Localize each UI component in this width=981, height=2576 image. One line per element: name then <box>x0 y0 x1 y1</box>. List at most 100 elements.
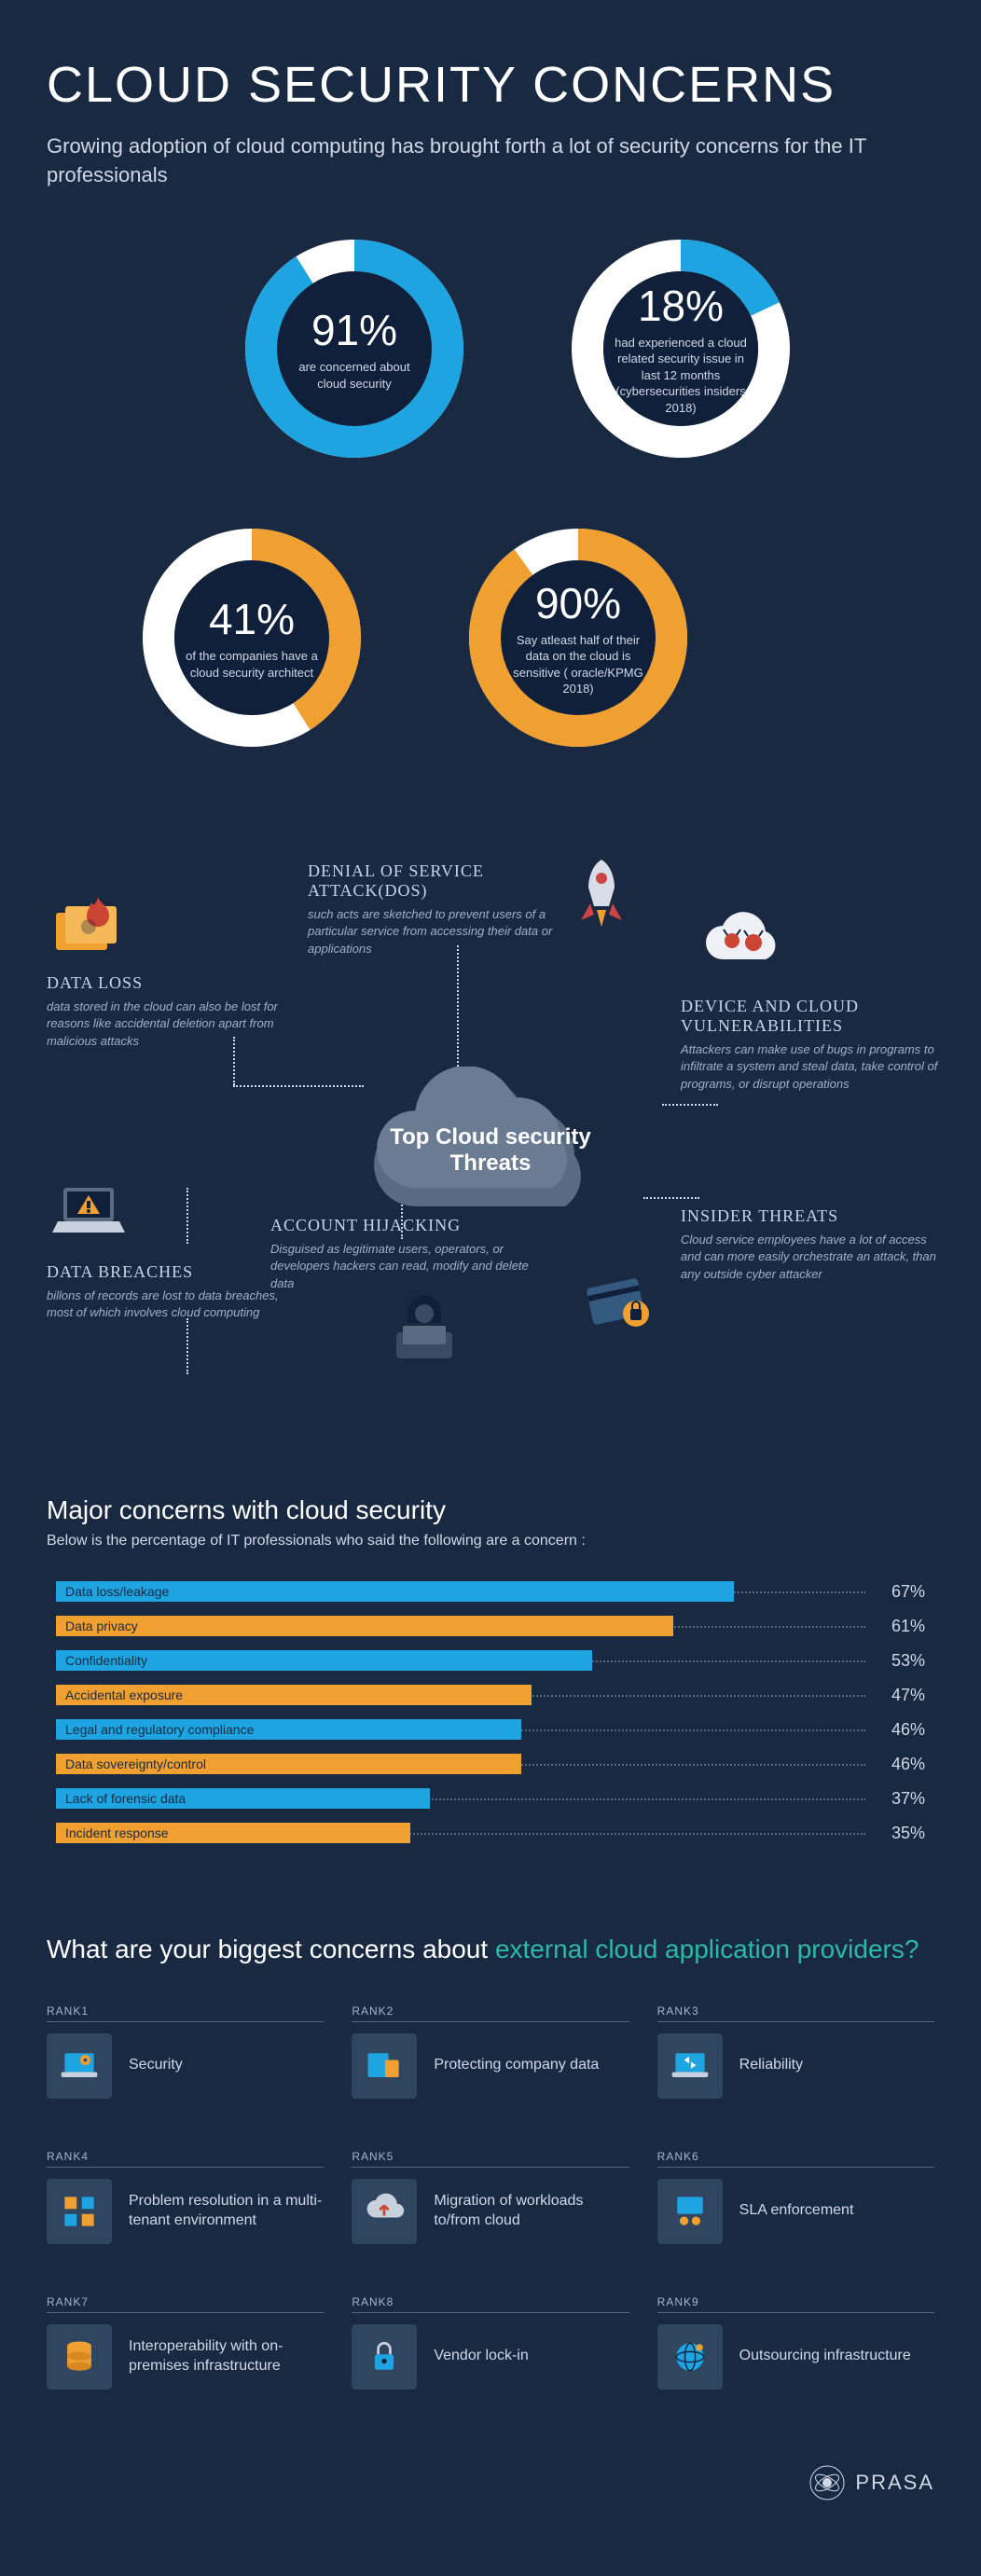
bar-fill: Incident response <box>56 1823 410 1843</box>
page-title: CLOUD SECURITY CONCERNS <box>47 56 934 114</box>
bar-fill: Accidental exposure <box>56 1685 532 1705</box>
threat-title: DENIAL OF SERVICE ATTACK(DoS) <box>308 861 569 901</box>
donut-0: 91% are concerned about cloud security <box>233 227 476 470</box>
ext-rank: RANK5 <box>352 2150 629 2168</box>
donut-1: 18% had experienced a cloud related secu… <box>560 227 802 470</box>
bar-track: Accidental exposure <box>56 1685 865 1705</box>
bar-value: 46% <box>865 1755 925 1774</box>
bar-value: 61% <box>865 1617 925 1636</box>
ext-cell-4: RANK5 Migration of workloads to/from clo… <box>352 2150 629 2244</box>
page-root: CLOUD SECURITY CONCERNS Growing adoption… <box>0 0 981 2576</box>
bar-track: Data privacy <box>56 1616 865 1636</box>
modules-icon <box>47 2179 112 2244</box>
logo-icon <box>808 2464 846 2501</box>
bar-track: Incident response <box>56 1823 865 1843</box>
team-board-icon <box>657 2179 723 2244</box>
folder-fire-icon <box>47 880 131 964</box>
bar-track: Lack of forensic data <box>56 1788 865 1809</box>
threat-body: Cloud service employees have a lot of ac… <box>681 1232 942 1285</box>
ext-cell-7: RANK8 Vendor lock-in <box>352 2295 629 2390</box>
bar-track: Data loss/leakage <box>56 1581 865 1602</box>
ext-cell-1: RANK2 Protecting company data <box>352 2004 629 2099</box>
bar-fill: Confidentiality <box>56 1650 592 1671</box>
bar-track: Legal and regulatory compliance <box>56 1719 865 1740</box>
donut-3: 90% Say atleast half of their data on th… <box>457 517 699 759</box>
connector-line <box>187 1318 188 1374</box>
donut-value: 41% <box>209 594 295 644</box>
threat-1: DATA LOSS data stored in the cloud can a… <box>47 973 308 1052</box>
bar-row: Data loss/leakage 67% <box>56 1577 925 1606</box>
cloud-center-label: Top Cloud security Threats <box>379 1124 602 1177</box>
threat-body: such acts are sketched to prevent users … <box>308 906 569 959</box>
bar-value: 35% <box>865 1824 925 1843</box>
threats-section: Top Cloud security Threats DENIAL OF SER… <box>47 861 934 1440</box>
card-lock-icon <box>578 1262 662 1346</box>
ext-rank: RANK9 <box>657 2295 934 2313</box>
donut-label: Say atleast half of their data on the cl… <box>508 632 648 697</box>
ext-label: Interoperability with on-premises infras… <box>129 2337 324 2376</box>
connector-line <box>457 945 459 1067</box>
laptop-arrows-icon <box>657 2033 723 2099</box>
lock-icon <box>352 2324 417 2390</box>
bar-value: 37% <box>865 1789 925 1809</box>
devices-icon <box>352 2033 417 2099</box>
ext-heading-a: What are your biggest concerns about <box>47 1935 495 1963</box>
ext-heading-b: external cloud application providers? <box>495 1935 919 1963</box>
threat-title: DATA BREACHES <box>47 1262 308 1282</box>
threat-4: INSIDER THREATS Cloud service employees … <box>681 1206 942 1285</box>
connector-line <box>643 1197 699 1199</box>
cloud-bug-icon <box>699 903 783 987</box>
threat-body: data stored in the cloud can also be los… <box>47 999 308 1052</box>
ext-label: SLA enforcement <box>739 2201 854 2221</box>
bar-row: Data privacy 61% <box>56 1612 925 1641</box>
ext-rank: RANK7 <box>47 2295 324 2313</box>
bar-value: 53% <box>865 1651 925 1671</box>
bar-row: Accidental exposure 47% <box>56 1681 925 1710</box>
bars-heading: Major concerns with cloud security <box>47 1495 934 1525</box>
bars-sub: Below is the percentage of IT profession… <box>47 1531 934 1551</box>
ext-rank: RANK1 <box>47 2004 324 2022</box>
cloud-center: Top Cloud security Threats <box>351 1067 630 1234</box>
ext-label: Reliability <box>739 2056 803 2075</box>
connector-line <box>187 1188 188 1244</box>
ext-label: Vendor lock-in <box>434 2347 528 2366</box>
bar-row: Lack of forensic data 37% <box>56 1784 925 1813</box>
bar-value: 46% <box>865 1720 925 1740</box>
threat-body: billons of records are lost to data brea… <box>47 1288 308 1323</box>
laptop-gear-icon <box>47 2033 112 2099</box>
ext-label: Problem resolution in a multi-tenant env… <box>129 2192 324 2231</box>
rocket-icon <box>560 852 643 936</box>
ext-rank: RANK6 <box>657 2150 934 2168</box>
page-subtitle: Growing adoption of cloud computing has … <box>47 132 934 190</box>
donut-value: 90% <box>535 578 621 628</box>
ext-rank: RANK2 <box>352 2004 629 2022</box>
donut-value: 18% <box>638 281 724 331</box>
ext-heading: What are your biggest concerns about ext… <box>47 1932 934 1967</box>
ext-grid: RANK1 Security RANK2 Protecting company … <box>47 2004 934 2390</box>
ext-label: Outsourcing infrastructure <box>739 2347 911 2366</box>
bar-fill: Data sovereignty/control <box>56 1754 521 1774</box>
bar-track: Data sovereignty/control <box>56 1754 865 1774</box>
bar-fill: Lack of forensic data <box>56 1788 430 1809</box>
threat-title: DATA LOSS <box>47 973 308 993</box>
bar-track: Confidentiality <box>56 1650 865 1671</box>
threat-body: Attackers can make use of bugs in progra… <box>681 1041 942 1095</box>
footer: PRASA <box>47 2445 934 2539</box>
laptop-warn-icon <box>47 1169 131 1253</box>
ext-rank: RANK4 <box>47 2150 324 2168</box>
threat-0: DENIAL OF SERVICE ATTACK(DoS) such acts … <box>308 861 569 959</box>
database-icon <box>47 2324 112 2390</box>
ext-rank: RANK3 <box>657 2004 934 2022</box>
ext-label: Protecting company data <box>434 2056 599 2075</box>
donut-label: had experienced a cloud related security… <box>611 335 751 417</box>
connector-line <box>233 1037 235 1085</box>
bar-value: 47% <box>865 1686 925 1705</box>
bar-row: Data sovereignty/control 46% <box>56 1750 925 1779</box>
hacker-icon <box>382 1281 466 1365</box>
bar-value: 67% <box>865 1582 925 1602</box>
donut-2: 41% of the companies have a cloud securi… <box>131 517 373 759</box>
connector-line <box>662 1104 718 1106</box>
ext-label: Migration of workloads to/from cloud <box>434 2192 629 2231</box>
cloud-up-icon <box>352 2179 417 2244</box>
bar-row: Incident response 35% <box>56 1819 925 1848</box>
